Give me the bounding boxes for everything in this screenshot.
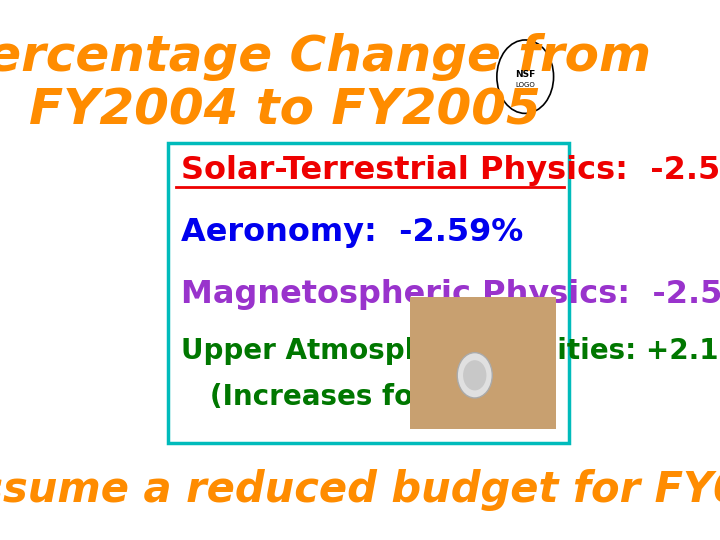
- Text: FY2004 to FY2005: FY2004 to FY2005: [29, 87, 541, 134]
- Circle shape: [457, 353, 492, 398]
- Text: LOGO: LOGO: [516, 82, 535, 89]
- Text: NSF: NSF: [515, 70, 536, 79]
- Text: Magnetospheric Physics:  -2.59%: Magnetospheric Physics: -2.59%: [181, 279, 720, 310]
- Circle shape: [463, 360, 487, 390]
- Text: (Increases for AMISR): (Increases for AMISR): [181, 383, 550, 411]
- Text: Assume a reduced budget for FY06!: Assume a reduced budget for FY06!: [0, 469, 720, 511]
- FancyBboxPatch shape: [168, 143, 569, 443]
- Circle shape: [497, 40, 554, 113]
- Text: Upper Atmosphere Facilities: +2.13%: Upper Atmosphere Facilities: +2.13%: [181, 337, 720, 365]
- Text: Aeronomy:  -2.59%: Aeronomy: -2.59%: [181, 217, 523, 248]
- FancyBboxPatch shape: [410, 297, 556, 429]
- Text: Solar-Terrestrial Physics:  -2.59%: Solar-Terrestrial Physics: -2.59%: [181, 154, 720, 186]
- Text: Percentage Change from: Percentage Change from: [0, 33, 651, 80]
